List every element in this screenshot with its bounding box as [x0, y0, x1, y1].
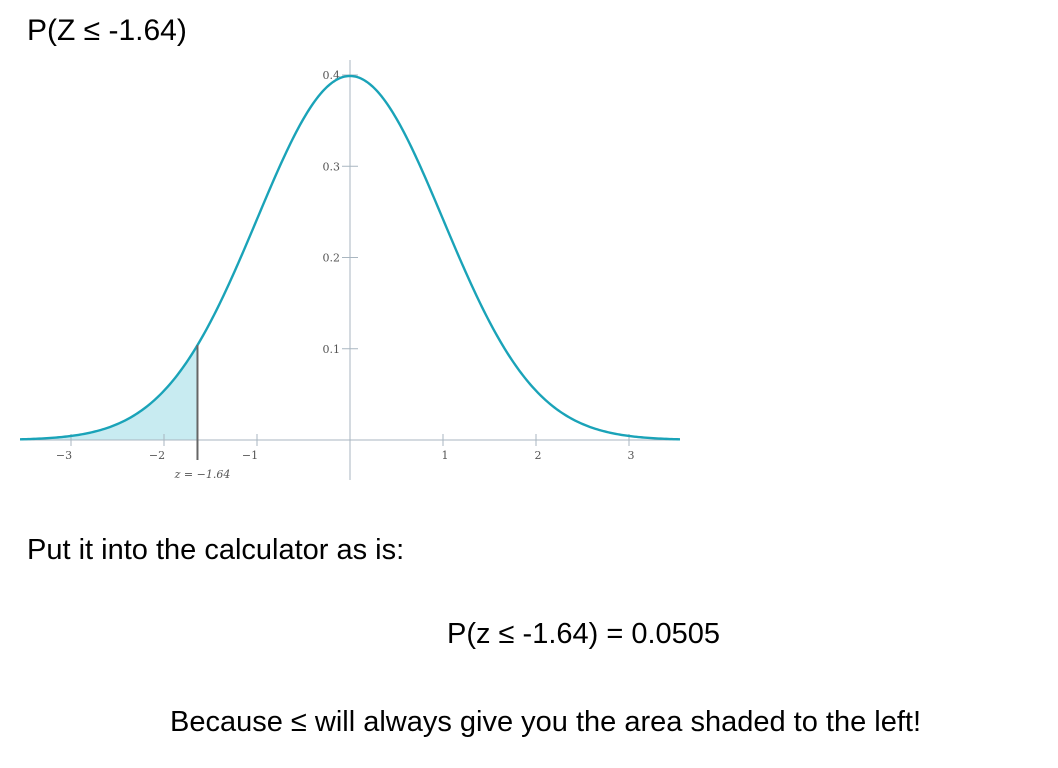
x-tick-label: 2: [535, 449, 542, 462]
x-tick-label: 1: [442, 449, 449, 462]
y-tick-label: 0.1: [323, 343, 341, 356]
x-tick-label: −2: [149, 449, 165, 462]
x-tick-label: −1: [242, 449, 258, 462]
x-tick-label: 3: [628, 449, 635, 462]
y-tick-label: 0.3: [323, 160, 341, 173]
normal-distribution-chart: −3 −2 −1 1 2 3 0.1 0.2 0.3 0.4 z = −1.64: [20, 60, 680, 481]
y-tick-label: 0.4: [323, 69, 341, 82]
calculator-result: P(z ≤ -1.64) = 0.0505: [447, 618, 721, 650]
normal-curve: [20, 74, 680, 441]
explanation-note: Because ≤ will always give you the area …: [170, 706, 922, 738]
x-tick-label: −3: [56, 449, 72, 462]
instruction-text: Put it into the calculator as is:: [27, 534, 405, 566]
y-tick-label: 0.2: [323, 252, 341, 265]
z-marker-label: z = −1.64: [174, 468, 231, 481]
probability-heading: P(Z ≤ -1.64): [27, 14, 187, 47]
shaded-area: [20, 345, 198, 440]
